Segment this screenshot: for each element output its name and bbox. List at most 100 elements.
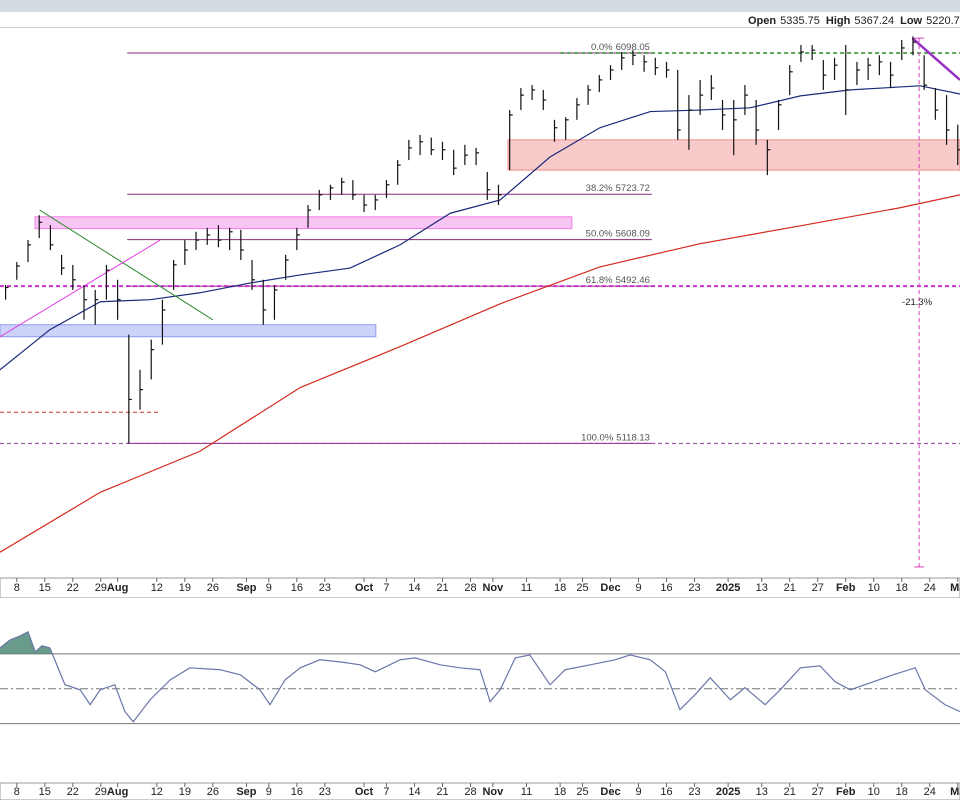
fib-percent: 38.2%: [586, 183, 613, 194]
fib-percent: 50.0%: [586, 228, 613, 239]
x-tick-label: 12: [151, 786, 163, 798]
x-tick-label: Feb: [836, 786, 856, 798]
x-tick-label: 18: [896, 582, 908, 594]
x-tick-label: 21: [784, 582, 796, 594]
x-tick-label: 23: [688, 582, 700, 594]
x-tick-label: Oct: [355, 786, 374, 798]
fib-label: 100.0% 5118.13: [581, 432, 650, 443]
x-tick-label: 26: [207, 786, 219, 798]
x-tick-label: 27: [812, 786, 824, 798]
trendline: [0, 239, 161, 338]
x-tick-label: 13: [756, 786, 768, 798]
fib-price: 6098.05: [616, 42, 650, 53]
x-tick-label: 23: [688, 786, 700, 798]
header-value: 5367.24: [854, 15, 894, 27]
x-tick-label: Oct: [355, 582, 374, 594]
rsi-line: [0, 631, 960, 723]
fib-price: 5608.09: [616, 228, 650, 239]
x-tick-label: Ma: [950, 582, 960, 594]
x-tick-label: 18: [896, 786, 908, 798]
x-tick-label: 25: [576, 786, 588, 798]
x-tick-label: 15: [39, 582, 51, 594]
x-tick-label: 16: [291, 786, 303, 798]
x-tick-label: 11: [521, 786, 532, 798]
fib-percent: 61.8%: [586, 275, 613, 286]
x-tick-label: 14: [408, 582, 420, 594]
x-tick-label: Nov: [482, 582, 504, 594]
x-tick-label: 10: [868, 786, 880, 798]
rsi-layer: [0, 631, 960, 725]
x-tick-label: 28: [464, 786, 476, 798]
x-tick-label: 8: [14, 786, 20, 798]
x-tick-label: 15: [39, 786, 51, 798]
x-tick-label: 14: [408, 786, 420, 798]
x-tick-label: Dec: [600, 582, 620, 594]
x-tick-label: 24: [924, 786, 936, 798]
x-tick-label: 13: [756, 582, 768, 594]
header-value: 5335.75: [780, 15, 820, 27]
x-tick-label: 19: [179, 786, 191, 798]
x-tick-label: Sep: [236, 582, 256, 594]
x-tick-label: 16: [660, 582, 672, 594]
x-tick-label: Aug: [107, 582, 128, 594]
x-tick-label: 10: [868, 582, 880, 594]
x-tick-label: Aug: [107, 786, 128, 798]
x-tick-label: 2025: [716, 786, 740, 798]
x-tick-label: 22: [67, 786, 79, 798]
x-tick-label: Feb: [836, 582, 856, 594]
x-tick-label: 29: [95, 582, 107, 594]
moving-average: [0, 85, 960, 371]
fib-label: 61.8% 5492.46: [586, 275, 650, 286]
date-axis-row: [0, 782, 960, 800]
x-tick-label: 28: [464, 582, 476, 594]
x-tick-label: 21: [784, 786, 796, 798]
x-tick-label: 11: [521, 582, 532, 594]
top-bar: [0, 0, 960, 12]
fib-percent: 100.0%: [581, 432, 614, 443]
header-row: [0, 12, 960, 28]
fib-price: 5118.13: [616, 432, 650, 443]
x-tick-label: 16: [291, 582, 303, 594]
price-layer: 0.0% 6098.05 38.2% 5723.72 50.0% 5608.09 61.8%…: [0, 36, 960, 568]
x-tick-label: 7: [383, 786, 389, 798]
x-tick-label: 29: [95, 786, 107, 798]
x-tick-label: 26: [207, 582, 219, 594]
x-tick-label: Ma: [950, 786, 960, 798]
x-tick-label: 21: [436, 582, 448, 594]
header-label: Low: [900, 15, 922, 27]
header-label: High: [826, 15, 851, 27]
x-tick-label: 18: [554, 582, 566, 594]
rsi-panel: [0, 598, 960, 783]
fib-price: 5492.46: [616, 275, 650, 286]
moving-average: [0, 194, 960, 553]
axis-layer: 8 15 22 29 Aug 12 19 26 Sep 9 16 23 Oct 7 14 21 28 Nov 11 1…: [14, 578, 960, 798]
x-tick-label: 9: [635, 582, 641, 594]
trendline: [39, 209, 214, 321]
header-value: 5220.79: [926, 15, 960, 27]
price-panel: [0, 28, 960, 578]
zone: [34, 216, 573, 230]
x-tick-label: Nov: [482, 786, 504, 798]
x-tick-label: 9: [635, 786, 641, 798]
fib-percent: 0.0%: [591, 42, 613, 53]
fib-label: 38.2% 5723.72: [586, 183, 650, 194]
x-tick-label: 2025: [716, 582, 740, 594]
x-tick-label: 16: [660, 786, 672, 798]
zone: [0, 324, 377, 338]
x-tick-label: 19: [179, 582, 191, 594]
fib-label: 50.0% 5608.09: [586, 228, 650, 239]
x-tick-label: 22: [67, 582, 79, 594]
measure-label: -21.3%: [902, 297, 933, 308]
x-tick-label: 23: [319, 582, 331, 594]
trendline: [911, 37, 960, 81]
x-tick-label: 25: [576, 582, 588, 594]
x-tick-label: 8: [14, 582, 20, 594]
x-tick-label: 23: [319, 786, 331, 798]
fib-label: 0.0% 6098.05: [591, 42, 650, 53]
header-label: Open: [748, 15, 776, 27]
x-tick-label: 27: [812, 582, 824, 594]
x-tick-label: 12: [151, 582, 163, 594]
